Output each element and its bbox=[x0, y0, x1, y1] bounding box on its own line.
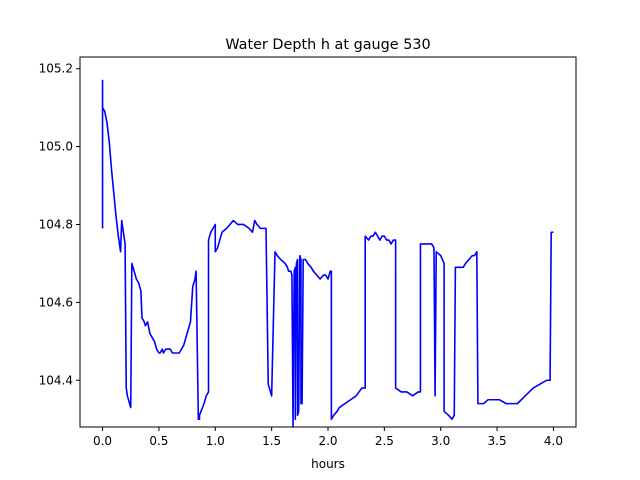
x-tick-label: 4.0 bbox=[544, 434, 563, 448]
y-axis: 104.4 104.6 104.8 105.0 105.2 bbox=[39, 62, 80, 387]
y-tick-label: 104.4 bbox=[39, 373, 73, 387]
water-depth-line bbox=[101, 79, 554, 428]
x-axis: 0.0 0.5 1.0 1.5 2.0 2.5 3.0 3.5 4.0 bbox=[93, 427, 563, 448]
x-axis-label: hours bbox=[311, 457, 345, 471]
x-tick-label: 2.0 bbox=[318, 434, 337, 448]
y-tick-label: 105.2 bbox=[39, 62, 73, 76]
chart-title: Water Depth h at gauge 530 bbox=[225, 37, 430, 53]
y-tick-label: 104.8 bbox=[39, 217, 73, 231]
x-tick-label: 2.5 bbox=[375, 434, 394, 448]
y-tick-label: 105.0 bbox=[39, 140, 73, 154]
x-tick-label: 0.0 bbox=[93, 434, 112, 448]
x-tick-label: 1.5 bbox=[262, 434, 281, 448]
x-tick-label: 1.0 bbox=[206, 434, 225, 448]
x-tick-label: 3.0 bbox=[431, 434, 450, 448]
x-tick-label: 0.5 bbox=[149, 434, 168, 448]
x-tick-label: 3.5 bbox=[488, 434, 507, 448]
y-tick-label: 104.6 bbox=[39, 295, 73, 309]
